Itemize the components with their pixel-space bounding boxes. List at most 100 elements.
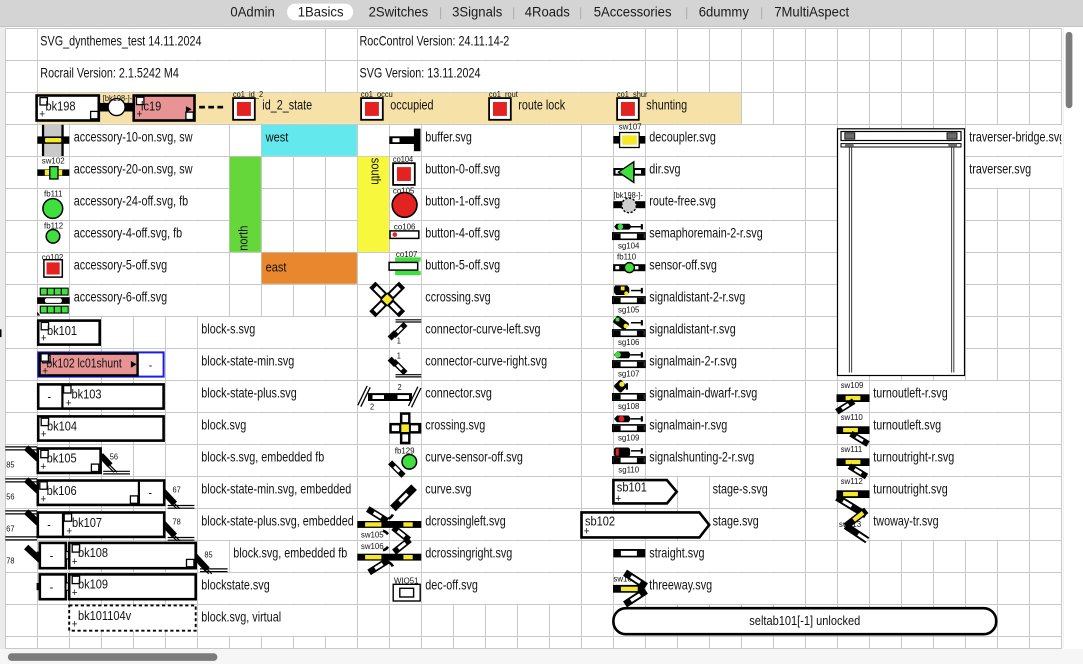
svg-text:56: 56: [110, 452, 118, 461]
svg-text:78: 78: [173, 517, 181, 526]
svg-text:+: +: [40, 461, 46, 473]
svg-text:sw107: sw107: [619, 122, 642, 131]
svg-text:85: 85: [6, 460, 14, 469]
svg-text:2: 2: [370, 402, 374, 411]
svg-text:decoupler.svg: decoupler.svg: [649, 129, 716, 144]
svg-text:bk104: bk104: [47, 419, 77, 434]
svg-text:7MultiAspect: 7MultiAspect: [774, 4, 849, 19]
svg-text:signalshunting-2-r.svg: signalshunting-2-r.svg: [649, 449, 754, 464]
svg-text:SVG_dynthemes_test 14.11.2024: SVG_dynthemes_test 14.11.2024: [40, 33, 201, 48]
svg-text:+: +: [72, 619, 78, 631]
svg-text:2Switches: 2Switches: [369, 4, 429, 19]
svg-text:blockstate.svg: blockstate.svg: [201, 577, 270, 592]
svg-text:block.svg, embedded fb: block.svg, embedded fb: [233, 545, 347, 560]
svg-text:bk103: bk103: [72, 387, 102, 402]
svg-text:sb101: sb101: [617, 480, 647, 495]
svg-text:6dummy: 6dummy: [699, 4, 749, 19]
svg-text:button-1-off.svg: button-1-off.svg: [425, 193, 500, 208]
svg-text:sw110: sw110: [841, 413, 864, 422]
svg-text:twoway-tr.svg: twoway-tr.svg: [873, 513, 939, 528]
svg-text:turnoutright-r.svg: turnoutright-r.svg: [873, 449, 954, 464]
svg-text:+: +: [41, 429, 47, 441]
svg-text:block-state-plus.svg: block-state-plus.svg: [201, 385, 297, 400]
svg-text:WIO51: WIO51: [394, 576, 419, 585]
svg-text:fb112: fb112: [44, 221, 64, 230]
svg-text:shunting: shunting: [646, 98, 687, 113]
svg-text:dec-off.svg: dec-off.svg: [425, 577, 478, 592]
svg-text:block-s.svg, embedded fb: block-s.svg, embedded fb: [201, 449, 324, 464]
svg-text:semaphoremain-2-r.svg: semaphoremain-2-r.svg: [649, 225, 763, 240]
svg-text:bk108: bk108: [78, 545, 108, 560]
svg-text:78: 78: [6, 556, 14, 565]
svg-text:sg105: sg105: [618, 305, 640, 314]
svg-text:connector.svg: connector.svg: [425, 385, 492, 400]
svg-text:bk109: bk109: [78, 577, 108, 592]
svg-text:id_2_state: id_2_state: [262, 98, 312, 113]
svg-text:67: 67: [173, 485, 181, 494]
svg-text:2: 2: [398, 383, 402, 392]
svg-text:block-s.svg: block-s.svg: [201, 321, 255, 336]
svg-text:5Accessories: 5Accessories: [594, 4, 672, 19]
svg-text:block-state-min.svg: block-state-min.svg: [201, 353, 294, 368]
svg-text:occupied: occupied: [390, 98, 433, 113]
svg-text:sw108: sw108: [613, 574, 636, 583]
svg-text:crossing.svg: crossing.svg: [425, 417, 485, 432]
svg-text:+: +: [72, 557, 78, 569]
svg-text:co1_occu: co1_occu: [361, 90, 393, 99]
svg-text:accessory-4-off.svg, fb: accessory-4-off.svg, fb: [74, 225, 183, 240]
svg-text:traverser-bridge.svg: traverser-bridge.svg: [969, 129, 1065, 144]
svg-text:85: 85: [204, 550, 212, 559]
svg-text:lc19: lc19: [141, 99, 162, 114]
svg-text:signaldistant-2-r.svg: signaldistant-2-r.svg: [649, 289, 745, 304]
svg-text:accessory-10-on.svg, sw: accessory-10-on.svg, sw: [74, 129, 193, 144]
svg-text:bk198: bk198: [46, 99, 76, 114]
svg-text:+: +: [41, 333, 47, 345]
svg-text:connector-curve-right.svg: connector-curve-right.svg: [425, 353, 547, 368]
svg-text:dcrossingleft.svg: dcrossingleft.svg: [425, 513, 506, 528]
svg-text:4Roads: 4Roads: [525, 4, 570, 19]
svg-text:SVG Version: 13.11.2024: SVG Version: 13.11.2024: [360, 65, 481, 80]
svg-text:co107: co107: [396, 250, 418, 259]
svg-text:fb111: fb111: [44, 189, 63, 198]
svg-text:bk105: bk105: [47, 451, 77, 466]
svg-text:signalmain-2-r.svg: signalmain-2-r.svg: [649, 353, 737, 368]
svg-text:+: +: [42, 366, 48, 378]
svg-text:co106: co106: [394, 222, 416, 231]
svg-text:-: -: [47, 518, 51, 532]
svg-text:connector-curve-left.svg: connector-curve-left.svg: [425, 321, 540, 336]
svg-text:sg106: sg106: [618, 338, 640, 347]
svg-text:block-state-min.svg, embedded: block-state-min.svg, embedded: [201, 481, 351, 496]
svg-text:RocControl Version: 24.11.14-2: RocControl Version: 24.11.14-2: [360, 33, 510, 48]
svg-text:bk102 lc01shunt: bk102 lc01shunt: [47, 358, 123, 371]
svg-text:bk106: bk106: [47, 483, 77, 498]
svg-text:Rocrail Version: 2.1.5242 M4: Rocrail Version: 2.1.5242 M4: [40, 65, 179, 80]
svg-text:route-free.svg: route-free.svg: [649, 193, 716, 208]
svg-text:[bk198-]-: [bk198-]-: [103, 94, 133, 103]
svg-text:curve.svg: curve.svg: [425, 481, 471, 496]
svg-text:1: 1: [397, 351, 401, 360]
svg-text:-: -: [50, 549, 54, 563]
svg-text:+: +: [39, 109, 45, 121]
svg-text:stage-s.svg: stage-s.svg: [713, 481, 768, 496]
svg-text:-: -: [48, 390, 52, 404]
svg-text:56: 56: [6, 492, 14, 501]
svg-text:fb110: fb110: [617, 252, 637, 261]
svg-text:north: north: [236, 226, 251, 251]
svg-text:block-state-plus.svg, embedded: block-state-plus.svg, embedded: [201, 513, 354, 528]
svg-text:button-4-off.svg: button-4-off.svg: [425, 225, 500, 240]
svg-text:accessory-24-off.svg, fb: accessory-24-off.svg, fb: [74, 193, 189, 208]
svg-text:sw105: sw105: [361, 530, 384, 539]
svg-text:+: +: [615, 494, 621, 506]
svg-text:-: -: [149, 358, 153, 372]
svg-text:sw112: sw112: [841, 477, 864, 486]
svg-text:co1_id_2: co1_id_2: [233, 90, 263, 99]
svg-text:west: west: [265, 130, 289, 145]
svg-text:signalmain-r.svg: signalmain-r.svg: [649, 417, 727, 432]
svg-text:buffer.svg: buffer.svg: [425, 129, 472, 144]
svg-text:67: 67: [6, 524, 14, 533]
svg-text:co102: co102: [42, 253, 64, 262]
svg-text:sb102: sb102: [585, 514, 615, 529]
svg-text:sw109: sw109: [841, 381, 864, 390]
svg-text:button-0-off.svg: button-0-off.svg: [425, 161, 500, 176]
svg-text:traverser.svg: traverser.svg: [969, 161, 1031, 176]
